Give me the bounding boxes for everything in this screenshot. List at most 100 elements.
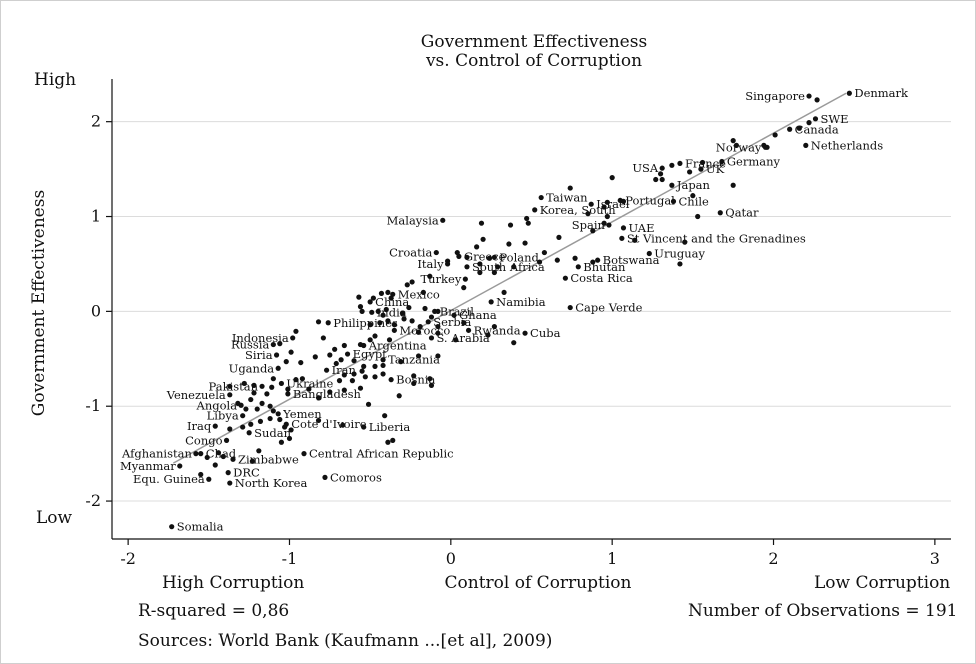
point-label: St Vincent and the Grenadines (627, 231, 806, 245)
data-point (248, 421, 254, 427)
data-point (653, 176, 659, 183)
point-label: Turkey (420, 272, 461, 286)
data-point (796, 125, 802, 131)
data-point (273, 352, 280, 358)
y-low-label: Low (36, 508, 73, 528)
data-point (341, 372, 347, 378)
data-point (409, 318, 415, 324)
data-point (378, 290, 385, 296)
point-label: Libya (207, 409, 239, 423)
data-point (259, 400, 265, 406)
data-point (220, 453, 226, 460)
data-point (390, 291, 396, 297)
data-point (604, 199, 610, 205)
data-point (372, 333, 378, 339)
data-point (532, 207, 538, 213)
point-label: Canada (795, 122, 839, 136)
data-point (601, 204, 607, 210)
data-point (269, 384, 275, 390)
data-point (415, 329, 422, 335)
point-label: India (377, 305, 407, 319)
data-point (480, 236, 486, 242)
data-point (465, 327, 472, 333)
data-point (240, 424, 246, 430)
data-point (315, 395, 322, 401)
data-point (657, 171, 664, 177)
data-point (357, 304, 364, 310)
data-point (227, 426, 233, 432)
point-label: Denmark (854, 86, 909, 100)
point-label: Chad (206, 447, 237, 461)
data-point (367, 299, 373, 305)
data-point (730, 138, 736, 144)
data-point (445, 261, 451, 267)
data-point (367, 322, 373, 328)
point-label: Serbia (433, 315, 471, 329)
data-point (286, 435, 293, 442)
data-point (398, 359, 404, 365)
data-point (344, 351, 351, 357)
point-label: S. Arabia (436, 331, 489, 345)
data-point (425, 319, 431, 325)
source-note: Sources: World Bank (Kaufmann ...[et al]… (138, 631, 553, 651)
data-point (567, 304, 573, 311)
data-point (659, 176, 665, 183)
point-label: Mexico (398, 287, 440, 301)
point-label: Korea, South (540, 203, 617, 217)
data-point (435, 323, 441, 330)
point-label: Comoros (330, 470, 382, 484)
data-point (359, 368, 365, 374)
point-label: Costa Rica (570, 271, 633, 285)
data-point (283, 421, 289, 427)
point-label: Italy (417, 257, 444, 271)
data-point (428, 382, 435, 388)
point-label: Somalia (177, 520, 224, 534)
data-point (356, 294, 362, 300)
point-label: DRC (233, 466, 260, 480)
data-point (361, 342, 367, 349)
point-label: Argentina (368, 339, 427, 353)
point-label: Uruguay (654, 247, 705, 261)
data-point (404, 282, 410, 288)
point-label: Cape Verde (575, 301, 642, 315)
point-label: Bosnia (396, 373, 435, 387)
data-point (299, 376, 305, 382)
point-label: Indonesia (232, 331, 289, 345)
data-point (538, 194, 544, 201)
chart-title: Government Effectiveness (420, 32, 648, 52)
fit-layer (172, 92, 847, 464)
data-point (275, 365, 281, 371)
data-point (478, 220, 485, 226)
data-point (227, 480, 233, 486)
point-label: Japan (676, 178, 711, 192)
data-point (695, 213, 701, 220)
point-label: Yemen (282, 407, 322, 421)
data-point (341, 342, 347, 349)
x-tick-label: -2 (120, 549, 136, 568)
point-label: Bangladesh (293, 387, 362, 401)
data-point (511, 340, 517, 346)
x-axis-title: Control of Corruption (444, 573, 632, 593)
point-label: Chile (678, 194, 709, 208)
data-point (522, 330, 528, 336)
data-point (396, 393, 402, 399)
y-tick-label: 1 (91, 207, 101, 226)
data-point (453, 337, 459, 343)
data-point (359, 308, 365, 314)
data-point (332, 346, 338, 352)
data-point (772, 132, 778, 138)
data-point (369, 309, 375, 315)
data-point (491, 323, 497, 330)
data-point (251, 390, 257, 396)
x-tick-label: 2 (768, 549, 778, 568)
data-point (590, 228, 596, 234)
data-point (462, 276, 468, 282)
data-point (251, 382, 257, 388)
data-point (411, 380, 417, 387)
data-point (270, 408, 276, 414)
data-point (522, 240, 528, 246)
point-label: Pakistan (209, 379, 259, 393)
point-label: Croatia (389, 246, 432, 260)
data-point (338, 357, 344, 363)
point-label: South Africa (472, 260, 545, 274)
